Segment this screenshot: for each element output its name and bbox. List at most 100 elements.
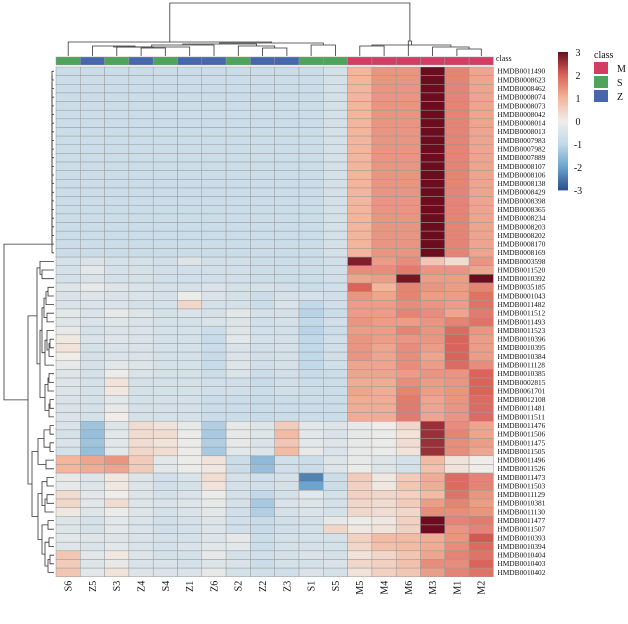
heatmap-cell (201, 351, 227, 362)
heatmap-cell (371, 498, 397, 508)
heatmap-cell (420, 507, 446, 517)
heatmap-cell (371, 153, 397, 163)
colorbar-segment (558, 131, 568, 133)
heatmap-cell (395, 420, 421, 431)
heatmap-cell (371, 66, 397, 76)
colorbar-segment (558, 169, 568, 171)
heatmap-cell (152, 291, 178, 301)
heatmap-cell (152, 222, 178, 232)
heatmap-cell (468, 351, 494, 362)
heatmap-cell (201, 472, 227, 482)
heatmap-cell (201, 222, 227, 232)
heatmap-cell (468, 343, 494, 353)
heatmap-cell (152, 153, 178, 163)
colorbar-segment (558, 119, 568, 122)
heatmap-cell (250, 213, 275, 223)
heatmap-cell (347, 567, 373, 578)
column-dendrogram-branch (310, 44, 336, 56)
heatmap-cell (250, 256, 275, 266)
colorbar-segment (558, 61, 568, 63)
row-label: HMDB0011481 (497, 404, 545, 413)
heatmap-cell (298, 196, 324, 206)
heatmap-cell (444, 66, 470, 76)
heatmap-cell (371, 403, 397, 413)
heatmap-cell (250, 196, 275, 206)
row-label: HMDB0008203 (497, 222, 545, 231)
class-annotation-cell (55, 56, 81, 66)
heatmap-cell (468, 541, 494, 552)
colorbar-segment (558, 95, 568, 98)
heatmap-cell (128, 377, 154, 387)
heatmap-cell (323, 282, 348, 292)
heatmap-cell (201, 550, 227, 560)
heatmap-cell (395, 325, 421, 336)
heatmap-cell (274, 256, 300, 266)
colorbar-segment (558, 145, 568, 147)
heatmap-cell (444, 567, 470, 578)
heatmap-cell (225, 516, 251, 526)
heatmap-cell (250, 507, 275, 517)
heatmap-cell (371, 196, 397, 206)
heatmap-cell (371, 524, 397, 534)
colorbar-segment (558, 139, 568, 141)
heatmap-cell (201, 109, 227, 120)
heatmap-cell (298, 446, 324, 457)
heatmap-cell (468, 403, 494, 413)
heatmap-cell (274, 308, 300, 318)
heatmap-cell (225, 282, 251, 292)
heatmap-cell (177, 472, 203, 482)
heatmap-cell (395, 559, 421, 569)
heatmap-cell (225, 446, 251, 457)
heatmap-cell (298, 109, 324, 120)
heatmap-cell (468, 464, 494, 474)
heatmap-cell (55, 144, 81, 154)
heatmap-cell (347, 325, 373, 336)
heatmap-cell (177, 343, 203, 353)
colorbar-segment (558, 99, 568, 101)
heatmap-cell (201, 369, 227, 379)
heatmap-cell (152, 66, 178, 76)
heatmap-cell (225, 101, 251, 111)
heatmap-cell (274, 92, 300, 102)
heatmap-cell (371, 274, 397, 284)
colorbar-segment (558, 79, 568, 82)
heatmap-cell (80, 239, 105, 249)
heatmap-cell (225, 300, 251, 310)
heatmap-cell (371, 325, 397, 336)
heatmap-cell (444, 204, 470, 215)
heatmap-cell (104, 66, 130, 76)
heatmap-cell (128, 179, 154, 189)
heatmap-cell (298, 559, 324, 569)
heatmap-cell (298, 524, 324, 534)
row-dendrogram-branch (46, 312, 54, 323)
heatmap-cell (298, 455, 324, 465)
heatmap-cell (177, 153, 203, 163)
heatmap-cell (250, 533, 275, 543)
row-label: HMDB0011493 (497, 317, 545, 326)
heatmap-cell (250, 92, 275, 102)
heatmap-cell (225, 420, 251, 431)
row-label: HMDB0008462 (497, 84, 545, 93)
heatmap-cell (347, 213, 373, 223)
colorbar-segment (558, 55, 568, 57)
heatmap-cell (420, 429, 446, 439)
row-label: HMDB0008429 (497, 188, 545, 197)
legend-swatch (594, 76, 608, 88)
colorbar-segment (558, 107, 568, 109)
colorbar-segment (558, 65, 568, 68)
heatmap-cell (468, 213, 494, 223)
heatmap-cell (395, 403, 421, 413)
heatmap-cell (395, 127, 421, 137)
heatmap-cell (152, 101, 178, 111)
heatmap-cell (177, 334, 203, 344)
heatmap-cell (274, 144, 300, 154)
row-label: HMDB0011503 (497, 481, 545, 490)
heatmap-cell (347, 300, 373, 310)
heatmap-cell (80, 550, 105, 560)
heatmap-cell (152, 109, 178, 120)
heatmap-cell (201, 84, 227, 94)
heatmap-cell (371, 369, 397, 379)
heatmap-cell (395, 92, 421, 102)
heatmap-cell (468, 395, 494, 405)
heatmap-cell (323, 291, 348, 301)
